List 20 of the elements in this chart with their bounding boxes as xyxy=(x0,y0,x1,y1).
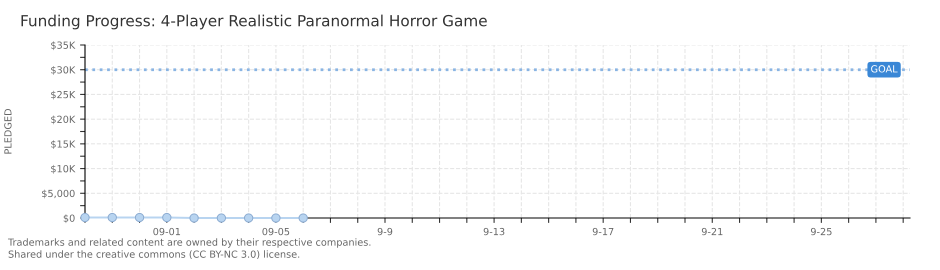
text: Trademarks and related content are owned by their respective companies. xyxy=(8,238,370,248)
y-tick-label: $30K xyxy=(51,66,76,75)
y-tick-label: $5,000 xyxy=(42,190,75,198)
x-tick-label: 9-21 xyxy=(702,228,722,236)
y-tick-label: $25K xyxy=(51,90,76,100)
ref-line-label: GOAL xyxy=(871,65,898,73)
y-tick-label: $35K xyxy=(51,41,76,50)
y-tick-label: $0 xyxy=(64,214,75,224)
text: Shared under the creative commons (CC BY-NC 3.0) license. xyxy=(8,250,300,259)
y-tick-label: $10K xyxy=(51,164,76,174)
y-axis-title: PLEDGED xyxy=(4,109,12,154)
x-tick-label: 9-13 xyxy=(484,228,504,236)
chart-title: Funding Progress: 4-Player Realistic Paranormal Horror Game xyxy=(22,14,487,30)
x-tick-label: 9-25 xyxy=(810,228,832,236)
x-tick-label: 9-9 xyxy=(378,228,392,236)
x-tick-label: 9-17 xyxy=(592,228,614,236)
x-tick-label: 09-01 xyxy=(153,228,180,236)
y-tick-label: $15K xyxy=(51,140,76,149)
y-tick-label: $20K xyxy=(51,115,76,124)
x-tick-label: 09-05 xyxy=(262,228,290,236)
